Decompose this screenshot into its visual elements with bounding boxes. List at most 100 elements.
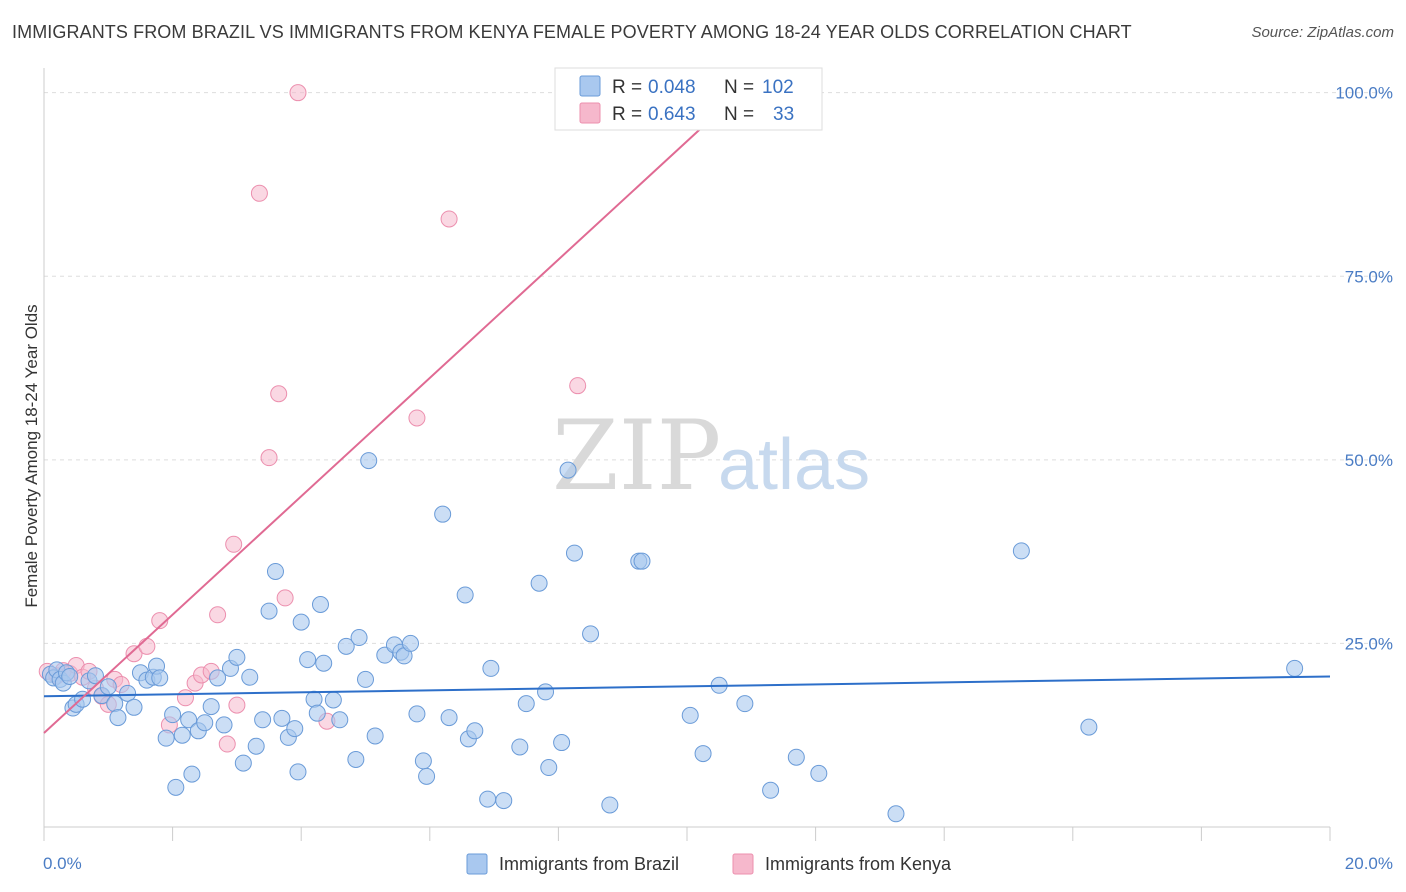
kenya-point [569, 377, 587, 395]
brazil-point [434, 505, 452, 523]
brazil-point [736, 695, 754, 713]
kenya-point [276, 589, 294, 607]
y-tick-label: 75.0% [1345, 267, 1393, 286]
brazil-point [106, 695, 124, 713]
trend-lines [43, 105, 1331, 734]
brazil-point [292, 613, 310, 631]
x-tick-label: 0.0% [43, 854, 82, 873]
bottom-legend-label-brazil: Immigrants from Brazil [499, 854, 679, 874]
legend-n-value-kenya: 33 [773, 104, 794, 125]
brazil-point [125, 698, 143, 716]
brazil-point [337, 637, 355, 655]
brazil-point [537, 683, 555, 701]
brazil-point [762, 781, 780, 799]
brazil-point [582, 625, 600, 643]
brazil-point [681, 706, 699, 724]
kenya-point [408, 409, 426, 427]
brazil-point [308, 704, 326, 722]
source-label: Source: ZipAtlas.com [1251, 24, 1394, 41]
brazil-point [479, 790, 497, 808]
kenya-point [250, 184, 268, 202]
brazil-point [559, 461, 577, 479]
watermark-atlas: atlas [718, 425, 870, 505]
x-tick-label: 20.0% [1345, 854, 1393, 873]
brazil-point [1080, 718, 1098, 736]
brazil-point [273, 709, 291, 727]
brazil-point [315, 654, 333, 672]
brazil-point [151, 669, 169, 687]
brazil-point [787, 748, 805, 766]
kenya-point [176, 689, 194, 707]
brazil-point [157, 729, 175, 747]
brazil-point [260, 602, 278, 620]
brazil-point [202, 698, 220, 716]
brazil-point [601, 796, 619, 814]
brazil-points [41, 452, 1304, 823]
brazil-point [553, 734, 571, 752]
brazil-point [173, 726, 191, 744]
legend-r-label-kenya: R = [612, 104, 642, 125]
correlation-legend: R = 0.048 N = 102 R = 0.643 N = 33 [554, 67, 823, 131]
x-tick-labels: 0.0% 20.0% [43, 854, 1393, 873]
kenya-point [440, 210, 458, 228]
brazil-point [350, 629, 368, 647]
brazil-point [183, 765, 201, 783]
brazil-point [440, 709, 458, 727]
series-legend: Immigrants from Brazil Immigrants from K… [466, 853, 952, 875]
legend-r-value-brazil: 0.048 [648, 77, 696, 98]
legend-swatch-kenya [579, 102, 601, 124]
brazil-point [517, 695, 535, 713]
brazil-point [299, 651, 317, 669]
kenya-point [270, 385, 288, 403]
brazil-point [286, 720, 304, 738]
brazil-point [234, 754, 252, 772]
brazil-point [633, 552, 651, 570]
brazil-point [180, 711, 198, 729]
brazil-point [360, 452, 378, 470]
kenya-point [138, 637, 156, 655]
brazil-point [119, 684, 137, 702]
legend-n-value-brazil: 102 [762, 77, 794, 98]
legend-swatch-brazil [579, 75, 601, 97]
brazil-point [530, 574, 548, 592]
brazil-point [1286, 659, 1304, 677]
legend-n-label-kenya: N = [724, 104, 754, 125]
brazil-point [402, 634, 420, 652]
brazil-point [228, 648, 246, 666]
brazil-point [466, 722, 484, 740]
chart-title: IMMIGRANTS FROM BRAZIL VS IMMIGRANTS FRO… [12, 22, 1132, 42]
brazil-point [215, 716, 233, 734]
brazil-point [1012, 542, 1030, 560]
watermark: ZIP atlas [552, 400, 870, 512]
brazil-point [305, 690, 323, 708]
brazil-point [511, 738, 529, 756]
y-axis-label: Female Poverty Among 18-24 Year Olds [22, 304, 41, 607]
bottom-legend-swatch-brazil [466, 853, 488, 875]
brazil-point [887, 805, 905, 823]
brazil-point [167, 778, 185, 796]
kenya-point [151, 612, 169, 630]
kenya-point [260, 449, 278, 467]
brazil-point [414, 752, 432, 770]
brazil-point [109, 709, 127, 727]
kenya-point [225, 535, 243, 553]
brazil-point [418, 767, 436, 785]
brazil-point [565, 544, 583, 562]
brazil-point [324, 691, 342, 709]
y-tick-label: 50.0% [1345, 451, 1393, 470]
y-tick-labels: 25.0% 50.0% 75.0% 100.0% [1335, 84, 1393, 654]
brazil-point [86, 667, 104, 685]
kenya-point [218, 735, 236, 753]
brazil-point [247, 737, 265, 755]
kenya-point [209, 606, 227, 624]
y-tick-label: 100.0% [1335, 84, 1393, 103]
grid-lines [44, 92, 1392, 644]
y-tick-label: 25.0% [1345, 634, 1393, 653]
brazil-point [311, 596, 329, 614]
brazil-point [495, 792, 513, 810]
legend-r-label-brazil: R = [612, 77, 642, 98]
brazil-point [241, 668, 259, 686]
brazil-point [408, 705, 426, 723]
kenya-point [228, 696, 246, 714]
